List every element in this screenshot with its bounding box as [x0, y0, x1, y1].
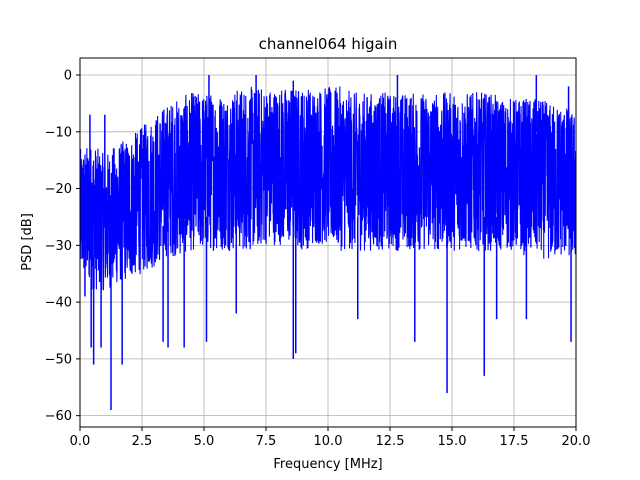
x-tick-label-20.0: 20.0: [562, 434, 591, 449]
y-tick-label--10: −10: [45, 125, 72, 140]
plot-area: 0.0 2.5 5.0 7.5 10.0 12.5 15.0 17.5 20.0 0 −10 −20 −…: [45, 57, 591, 449]
y-axis-label: PSD [dB]: [20, 213, 35, 271]
y-tick-label--60: −60: [45, 409, 72, 424]
x-tick-label-2.5: 2.5: [132, 434, 153, 449]
x-axis-label: Frequency [MHz]: [273, 457, 382, 472]
y-tick-label--20: −20: [45, 182, 72, 197]
x-tick-label-10.0: 10.0: [314, 434, 343, 449]
y-tick-label-0: 0: [64, 69, 72, 84]
x-tick-label-5.0: 5.0: [194, 434, 215, 449]
x-tick-label-17.5: 17.5: [500, 434, 529, 449]
psd-trace: [80, 86, 576, 291]
y-tick-label--40: −40: [45, 296, 72, 311]
y-tick-label--50: −50: [45, 352, 72, 367]
x-tick-label-7.5: 7.5: [256, 434, 277, 449]
y-tick-label--30: −30: [45, 239, 72, 254]
x-tick-label-0.0: 0.0: [70, 434, 91, 449]
x-tick-label-12.5: 12.5: [376, 434, 405, 449]
x-tick-label-15.0: 15.0: [438, 434, 467, 449]
chart-title: channel064 higain: [259, 35, 398, 53]
